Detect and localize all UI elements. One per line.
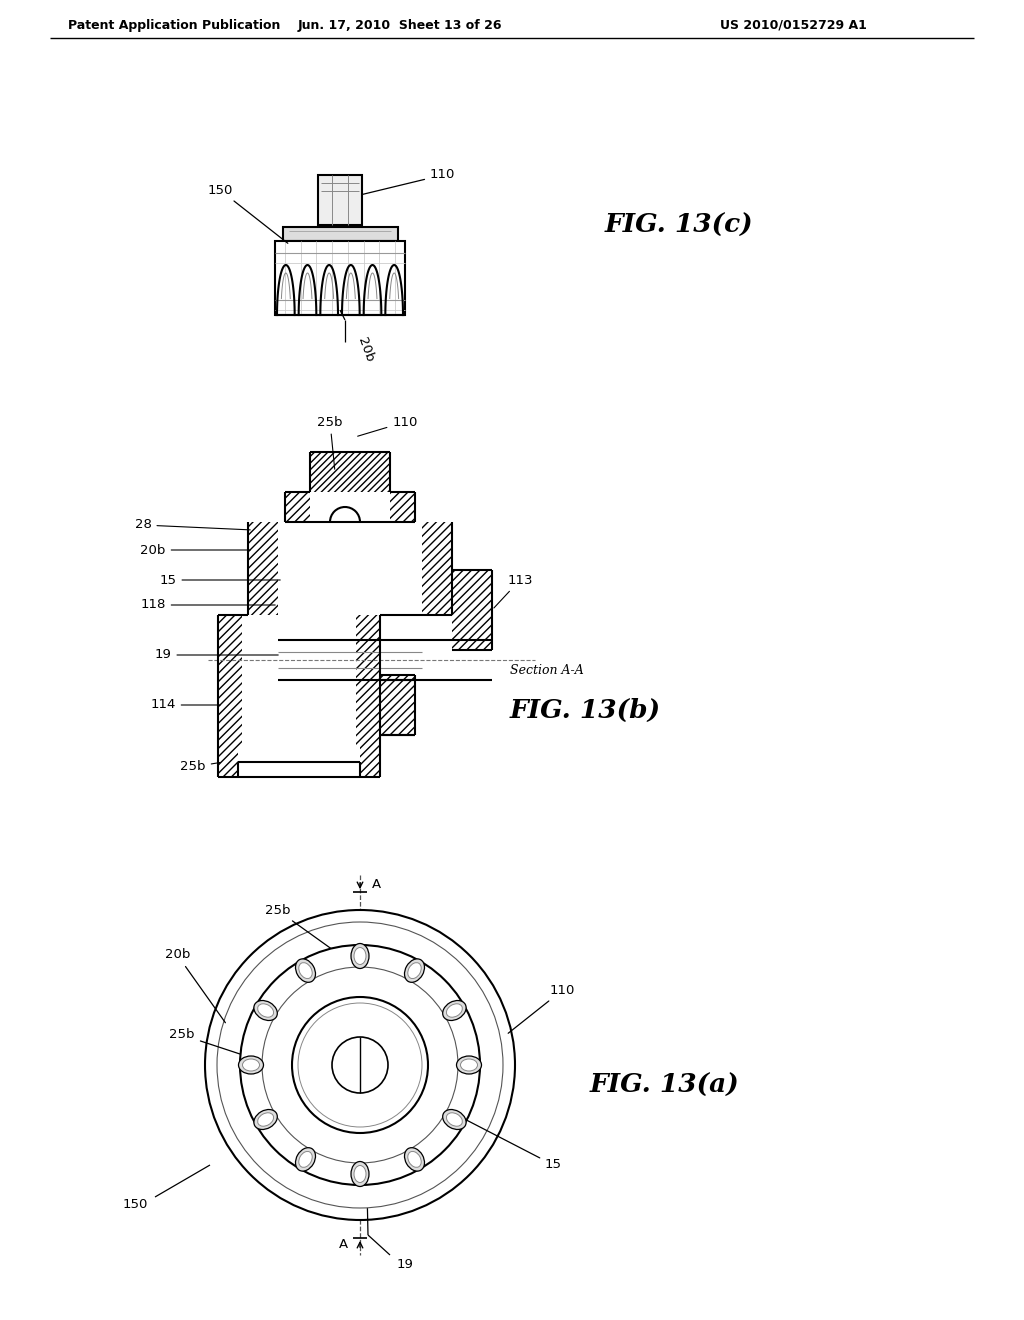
Ellipse shape [332, 1038, 388, 1093]
Text: FIG. 13(b): FIG. 13(b) [510, 697, 662, 722]
Ellipse shape [240, 945, 480, 1185]
Bar [318, 176, 362, 224]
Bar [218, 747, 238, 777]
Ellipse shape [299, 1151, 312, 1167]
Text: A: A [372, 879, 381, 891]
Text: FIG. 13(a): FIG. 13(a) [590, 1072, 739, 1097]
Text: 110: 110 [357, 416, 418, 436]
Text: 118: 118 [140, 598, 275, 611]
Text: 28: 28 [134, 519, 250, 532]
Ellipse shape [292, 997, 428, 1133]
Text: 25b: 25b [264, 903, 338, 953]
Bar [356, 615, 380, 747]
Text: US 2010/0152729 A1: US 2010/0152729 A1 [720, 18, 867, 32]
Text: 19: 19 [396, 1258, 414, 1271]
Bar [390, 492, 415, 521]
Text: 25b: 25b [180, 760, 220, 774]
Ellipse shape [258, 1113, 273, 1126]
Ellipse shape [457, 1056, 481, 1074]
Ellipse shape [461, 1059, 477, 1071]
Ellipse shape [446, 1003, 463, 1018]
Ellipse shape [262, 968, 458, 1163]
Ellipse shape [296, 958, 315, 982]
Ellipse shape [254, 1110, 278, 1130]
Text: 19: 19 [155, 648, 279, 661]
Text: 20b: 20b [165, 949, 225, 1023]
Ellipse shape [258, 1003, 273, 1018]
Bar [422, 521, 452, 615]
Ellipse shape [296, 1147, 315, 1171]
Text: 15: 15 [160, 573, 281, 586]
Bar [285, 492, 310, 521]
Bar [360, 747, 380, 777]
Text: Patent Application Publication: Patent Application Publication [68, 18, 281, 32]
Ellipse shape [217, 921, 503, 1208]
Text: 110: 110 [508, 983, 575, 1034]
Ellipse shape [446, 1113, 463, 1126]
Text: 25b: 25b [317, 416, 343, 469]
Text: FIG. 13(c): FIG. 13(c) [605, 213, 754, 238]
Text: 110: 110 [362, 169, 456, 194]
Text: 113: 113 [494, 573, 532, 609]
Text: A: A [339, 1238, 348, 1251]
Ellipse shape [404, 958, 425, 982]
Ellipse shape [404, 1147, 425, 1171]
Ellipse shape [408, 962, 421, 978]
Bar [380, 675, 415, 735]
Text: 20b: 20b [355, 335, 376, 364]
Bar [310, 451, 390, 492]
Ellipse shape [298, 1003, 422, 1127]
Text: 20b: 20b [140, 544, 250, 557]
Text: 150: 150 [122, 1199, 147, 1212]
Ellipse shape [254, 1001, 278, 1020]
Ellipse shape [351, 944, 369, 969]
Bar [248, 521, 278, 615]
Ellipse shape [354, 948, 366, 965]
Text: Jun. 17, 2010  Sheet 13 of 26: Jun. 17, 2010 Sheet 13 of 26 [298, 18, 502, 32]
Text: Section A-A: Section A-A [510, 664, 584, 676]
Ellipse shape [408, 1151, 421, 1167]
Ellipse shape [299, 962, 312, 978]
Ellipse shape [442, 1001, 466, 1020]
Bar [218, 615, 242, 747]
Text: 25b: 25b [170, 1028, 241, 1055]
Ellipse shape [442, 1110, 466, 1130]
Ellipse shape [243, 1059, 259, 1071]
Bar [452, 570, 492, 649]
Bar [283, 227, 398, 242]
Bar [275, 242, 406, 315]
Text: 150: 150 [207, 183, 288, 243]
Ellipse shape [354, 1166, 366, 1183]
Ellipse shape [239, 1056, 263, 1074]
Text: 15: 15 [421, 1097, 562, 1172]
Ellipse shape [351, 1162, 369, 1187]
Text: 114: 114 [151, 698, 220, 711]
Ellipse shape [205, 909, 515, 1220]
